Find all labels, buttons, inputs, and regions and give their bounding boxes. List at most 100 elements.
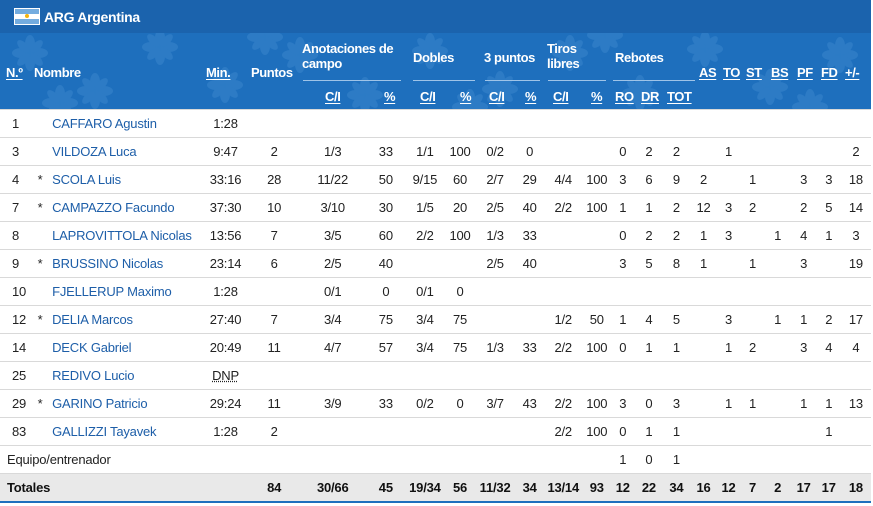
plus-minus: 2 — [840, 137, 871, 166]
ft-pct: 100 — [583, 193, 611, 222]
plus-minus: 13 — [840, 389, 871, 418]
col-plus-minus[interactable]: +/- — [845, 65, 860, 80]
ft-made-att — [543, 137, 584, 166]
col-name[interactable]: Nombre — [34, 65, 81, 80]
two-made-att: 9/15 — [403, 165, 446, 194]
player-name-link[interactable]: REDIVO Lucio — [52, 361, 201, 390]
col-tot[interactable]: TOT — [667, 89, 692, 104]
ft-made-att: 4/4 — [543, 165, 584, 194]
player-name-link[interactable]: GALLIZZI Tayavek — [52, 417, 201, 446]
personal-fouls — [790, 445, 817, 474]
three-pct: 40 — [516, 193, 544, 222]
total-rebounds: 2 — [662, 221, 691, 250]
group-free-throws: Tiros libres — [547, 41, 580, 71]
player-name-link[interactable]: CAMPAZZO Facundo — [52, 193, 201, 222]
col-two-pct[interactable]: % — [460, 89, 472, 104]
total-rebounds: 9 — [662, 165, 691, 194]
steals — [740, 305, 765, 334]
defensive-rebounds: 1 — [635, 333, 663, 362]
assists: 1 — [690, 221, 717, 250]
plus-minus — [840, 109, 871, 138]
total-rebounds: 2 — [662, 193, 691, 222]
totals-label: Totales — [0, 473, 251, 503]
assists — [690, 137, 717, 166]
jersey-number: 25 — [0, 361, 29, 390]
col-min[interactable]: Min. — [206, 65, 231, 80]
two-pct: 0 — [445, 277, 475, 306]
group-divider — [485, 80, 540, 81]
player-row: 1 CAFFARO Agustin 1:28 — [0, 109, 871, 138]
two-pct: 0 — [445, 389, 475, 418]
personal-fouls — [790, 361, 817, 390]
points: 2 — [250, 417, 298, 446]
col-num[interactable]: N.º — [6, 65, 23, 80]
jersey-number: 8 — [0, 221, 29, 250]
col-fd[interactable]: FD — [821, 65, 838, 80]
col-pf[interactable]: PF — [797, 65, 813, 80]
col-ro[interactable]: RO — [615, 89, 634, 104]
col-three-made-att[interactable]: C/I — [489, 89, 505, 104]
col-fg-made-att[interactable]: C/I — [325, 89, 341, 104]
turnovers: 1 — [716, 137, 741, 166]
col-bs[interactable]: BS — [771, 65, 789, 80]
ft-pct — [583, 361, 611, 390]
player-name-link[interactable]: VILDOZA Luca — [52, 137, 201, 166]
blocks — [764, 109, 791, 138]
player-name-link[interactable]: LAPROVITTOLA Nicolas — [52, 221, 201, 250]
defensive-rebounds: 2 — [635, 137, 663, 166]
col-three-pct[interactable]: % — [525, 89, 537, 104]
three-made-att: 2/7 — [474, 165, 517, 194]
col-to[interactable]: TO — [723, 65, 741, 80]
fg-pct: 75 — [367, 305, 404, 334]
starter-mark: * — [28, 305, 53, 334]
two-pct — [445, 361, 475, 390]
ft-made-att: 2/2 — [543, 333, 584, 362]
col-pts[interactable]: Puntos — [251, 65, 293, 80]
two-made-att: 1/1 — [403, 137, 446, 166]
col-ft-made-att[interactable]: C/I — [553, 89, 569, 104]
starter-mark — [28, 277, 53, 306]
offensive-rebounds: 3 — [610, 249, 636, 278]
personal-fouls: 1 — [790, 389, 817, 418]
player-name-link[interactable]: BRUSSINO Nicolas — [52, 249, 201, 278]
ft-pct — [583, 277, 611, 306]
ft-pct: 100 — [583, 417, 611, 446]
starter-mark: * — [28, 389, 53, 418]
defensive-rebounds: 2 — [635, 221, 663, 250]
col-st[interactable]: ST — [746, 65, 762, 80]
col-dr[interactable]: DR — [641, 89, 659, 104]
three-pct: 40 — [516, 249, 544, 278]
fg-made-att: 0/1 — [297, 277, 368, 306]
player-name-link[interactable]: CAFFARO Agustin — [52, 109, 201, 138]
two-made-att: 0/1 — [403, 277, 446, 306]
ft-made-att — [543, 277, 584, 306]
col-two-made-att[interactable]: C/I — [420, 89, 436, 104]
fg-made-att: 3/4 — [297, 305, 368, 334]
points: 11 — [250, 333, 298, 362]
defensive-rebounds: 1 — [635, 193, 663, 222]
fg-pct: 50 — [367, 165, 404, 194]
player-name-link[interactable]: GARINO Patricio — [52, 389, 201, 418]
jersey-number: 83 — [0, 417, 29, 446]
starter-mark: * — [28, 249, 53, 278]
jersey-number: 10 — [0, 277, 29, 306]
defensive-rebounds — [635, 361, 663, 390]
col-ft-pct[interactable]: % — [591, 89, 603, 104]
two-made-att: 1/5 — [403, 193, 446, 222]
player-name-link[interactable]: DELIA Marcos — [52, 305, 201, 334]
fg-pct: 33 — [367, 137, 404, 166]
team-coach-label: Equipo/entrenador — [0, 445, 251, 474]
col-fg-pct[interactable]: % — [384, 89, 396, 104]
player-name-link[interactable]: FJELLERUP Maximo — [52, 277, 201, 306]
total-rebounds — [662, 361, 691, 390]
ft-made-att — [543, 249, 584, 278]
steals — [740, 445, 765, 474]
plus-minus: 19 — [840, 249, 871, 278]
minutes: DNP — [200, 361, 251, 390]
player-name-link[interactable]: DECK Gabriel — [52, 333, 201, 362]
player-name-link[interactable]: SCOLA Luis — [52, 165, 201, 194]
col-as[interactable]: AS — [699, 65, 717, 80]
three-made-att — [474, 417, 517, 446]
total-blocks: 2 — [764, 473, 791, 503]
three-pct: 29 — [516, 165, 544, 194]
